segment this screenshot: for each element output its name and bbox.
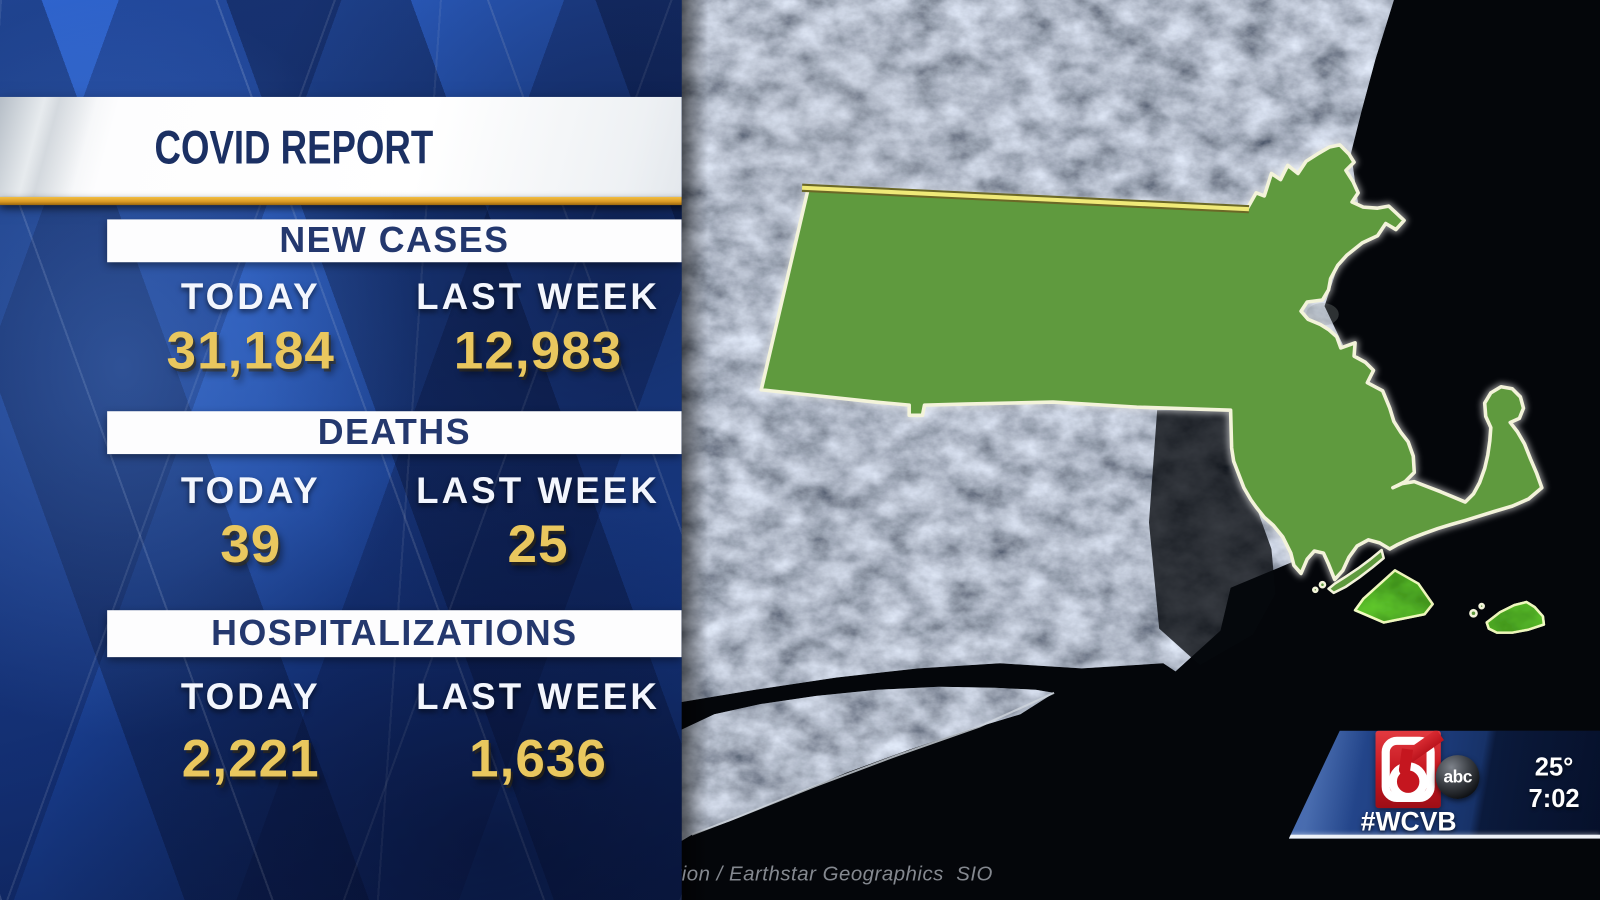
last-week-value: 12,983 xyxy=(453,321,623,381)
station-hashtag: #WCVB xyxy=(1360,806,1457,837)
bug-baseline xyxy=(1288,834,1600,839)
column-values: 31,184 12,983 xyxy=(107,322,681,379)
marthas-vineyard xyxy=(1353,569,1434,624)
section-label: DEATHS xyxy=(317,412,472,453)
stats-panel: COVID REPORT NEW CASES TODAY LAST WEEK 3… xyxy=(0,0,682,900)
last-week-label: LAST WEEK xyxy=(416,275,660,318)
station-bug: abc 25° 7:02 #WCVB xyxy=(1288,730,1600,839)
massachusetts-shape xyxy=(759,143,1544,582)
today-label: TODAY xyxy=(180,675,321,718)
today-value: 2,221 xyxy=(181,729,320,789)
map-attribution: tion / Earthstar Geographics SIO xyxy=(675,863,993,886)
section-label: HOSPITALIZATIONS xyxy=(211,613,578,654)
last-week-label: LAST WEEK xyxy=(416,469,660,512)
report-title-banner: COVID REPORT xyxy=(0,96,682,197)
massachusetts-map-graphic xyxy=(681,0,1600,900)
column-values: 2,221 1,636 xyxy=(107,731,681,788)
satellite-map: tion / Earthstar Geographics SIO xyxy=(676,0,1600,900)
nantucket xyxy=(1485,600,1546,634)
column-labels: TODAY LAST WEEK xyxy=(107,469,681,512)
section-header-bar: HOSPITALIZATIONS xyxy=(107,610,682,658)
abc-logo-text: abc xyxy=(1443,766,1472,787)
today-label: TODAY xyxy=(180,469,321,512)
section-header-bar: NEW CASES xyxy=(107,219,682,263)
section-label: NEW CASES xyxy=(279,220,510,261)
north-border-highlight-line xyxy=(801,185,1250,212)
today-value: 39 xyxy=(220,515,282,575)
abc-network-logo: abc xyxy=(1435,755,1480,799)
today-label: TODAY xyxy=(180,275,321,318)
section-header-bar: DEATHS xyxy=(107,411,682,455)
elizabeth-islands xyxy=(1327,548,1385,595)
boston-urban-area xyxy=(1306,303,1339,326)
islands xyxy=(1311,548,1546,634)
column-labels: TODAY LAST WEEK xyxy=(107,276,681,319)
column-labels: TODAY LAST WEEK xyxy=(107,676,681,719)
column-values: 39 25 xyxy=(107,516,681,573)
gold-divider xyxy=(0,196,682,206)
today-value: 31,184 xyxy=(166,321,335,381)
report-title: COVID REPORT xyxy=(154,120,434,174)
last-week-label: LAST WEEK xyxy=(416,675,660,718)
clock-readout: 7:02 xyxy=(1528,784,1580,814)
panel-map-shadow xyxy=(681,0,709,900)
last-week-value: 25 xyxy=(507,515,569,575)
last-week-value: 1,636 xyxy=(469,729,607,789)
long-island-shore-line xyxy=(691,691,1055,836)
wcvb-channel5-logo xyxy=(1375,730,1444,809)
temperature-readout: 25° xyxy=(1534,753,1574,782)
